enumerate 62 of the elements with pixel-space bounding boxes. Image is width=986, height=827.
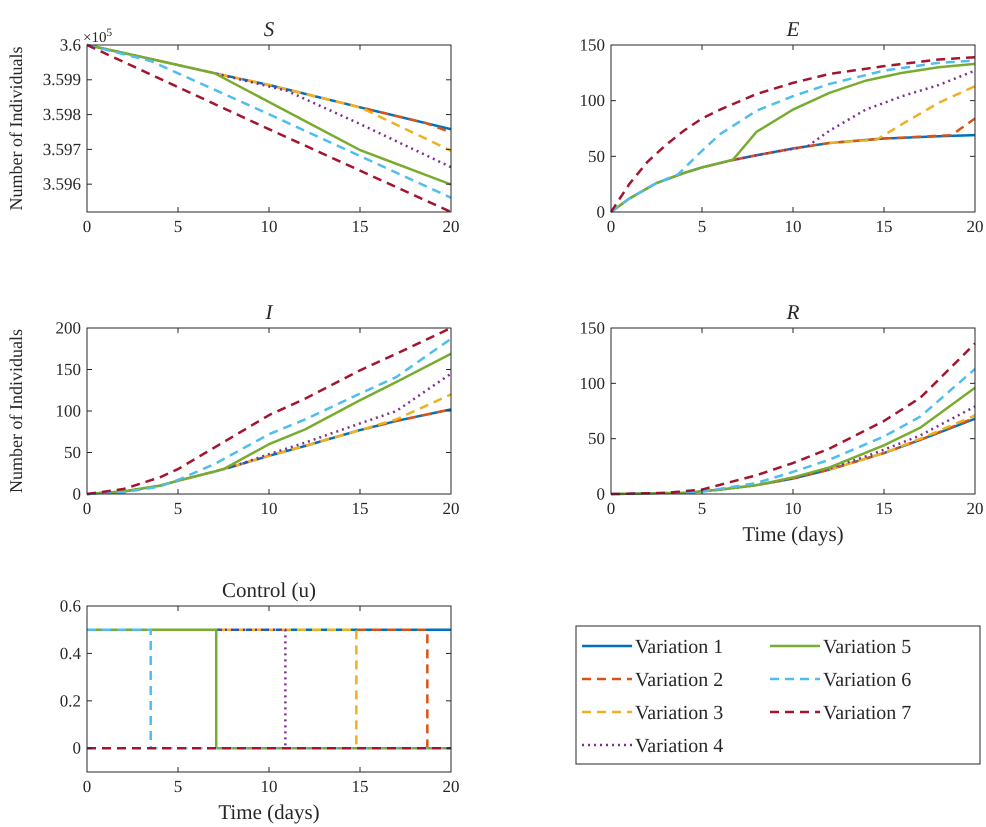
x-tick-label: 15 bbox=[352, 499, 368, 518]
legend-label: Variation 2 bbox=[635, 669, 724, 691]
x-tick-label: 15 bbox=[876, 499, 892, 518]
x-tick-label: 15 bbox=[876, 217, 892, 236]
y-tick-label: 0 bbox=[72, 484, 81, 504]
chart-title: E bbox=[786, 17, 800, 41]
chart-title: R bbox=[786, 300, 800, 324]
y-tick-label: 100 bbox=[56, 401, 81, 420]
y-tick-label: 150 bbox=[580, 35, 605, 54]
y-tick-label: 3.6 bbox=[60, 35, 81, 54]
x-tick-label: 20 bbox=[442, 499, 460, 518]
x-tick-label: 10 bbox=[784, 217, 802, 236]
y-tick-label: 0 bbox=[72, 738, 81, 758]
line-series bbox=[610, 342, 976, 496]
x-tick-label: 10 bbox=[260, 777, 278, 796]
legend-label: Variation 6 bbox=[823, 669, 912, 691]
legend-label: Variation 5 bbox=[823, 636, 912, 658]
y-tick-label: 0.6 bbox=[60, 596, 81, 616]
y-tick-label: 0.4 bbox=[60, 644, 82, 663]
chart-title: S bbox=[264, 17, 275, 41]
y-tick-label: 3.598 bbox=[42, 105, 81, 124]
line-series bbox=[828, 414, 976, 471]
y-axis-title: Number of Individuals bbox=[6, 329, 26, 493]
y-tick-label: 3.599 bbox=[42, 70, 81, 90]
x-tick-label: 5 bbox=[174, 217, 182, 236]
x-tick-label: 15 bbox=[352, 777, 368, 796]
chart-title: Control (u) bbox=[222, 578, 316, 602]
y-tick-label: 0 bbox=[596, 484, 605, 504]
x-tick-label: 20 bbox=[966, 217, 984, 236]
x-tick-label: 20 bbox=[966, 499, 984, 518]
x-tick-label: 10 bbox=[260, 499, 278, 518]
y-tick-label: 0.2 bbox=[60, 691, 81, 710]
y-tick-label: 3.597 bbox=[42, 140, 82, 159]
line-series bbox=[828, 84, 976, 144]
x-axis-title: Time (days) bbox=[218, 800, 320, 824]
y-axis-title: Number of Individuals bbox=[6, 46, 26, 210]
chart-title: I bbox=[264, 300, 274, 324]
y-tick-label: 150 bbox=[580, 318, 605, 338]
y-tick-label: 3.596 bbox=[42, 174, 81, 194]
x-tick-label: 5 bbox=[174, 499, 182, 518]
y-tick-label: 0 bbox=[596, 202, 605, 222]
legend-label: Variation 1 bbox=[635, 636, 724, 658]
legend-label: Variation 3 bbox=[635, 702, 724, 724]
x-tick-label: 10 bbox=[260, 217, 278, 236]
x-tick-label: 20 bbox=[442, 777, 460, 796]
x-tick-label: 5 bbox=[698, 217, 706, 236]
x-tick-label: 15 bbox=[352, 217, 368, 236]
x-tick-label: 20 bbox=[442, 217, 460, 236]
x-axis-title: Time (days) bbox=[742, 522, 844, 546]
y-tick-label: 50 bbox=[588, 146, 605, 166]
y-tick-label: 200 bbox=[56, 318, 81, 338]
x-tick-label: 5 bbox=[174, 777, 182, 796]
y-tick-label: 50 bbox=[64, 442, 81, 462]
y-tick-label: 50 bbox=[588, 429, 605, 448]
y-tick-label: 150 bbox=[56, 360, 81, 379]
legend-label: Variation 4 bbox=[635, 735, 724, 757]
y-tick-label: 100 bbox=[580, 91, 605, 110]
x-tick-label: 5 bbox=[698, 499, 706, 518]
y-tick-label: 100 bbox=[580, 374, 605, 393]
annotation: ×10$^{5}$ bbox=[83, 27, 112, 46]
x-tick-label: 10 bbox=[784, 499, 802, 518]
legend-label: Variation 7 bbox=[823, 702, 912, 724]
